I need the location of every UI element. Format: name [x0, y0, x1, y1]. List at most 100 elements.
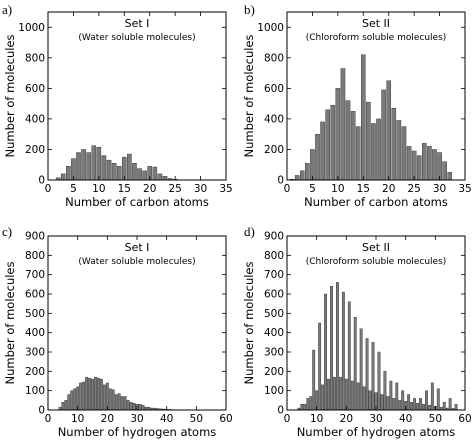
histogram-bar	[153, 167, 157, 180]
histogram-bar	[432, 149, 436, 180]
histogram-bar	[346, 101, 350, 180]
x-tick-label: 20	[340, 413, 353, 425]
set-subtitle: (Water soluble molecules)	[78, 33, 195, 43]
x-tick-label: 15	[118, 183, 131, 195]
histogram-bar	[407, 395, 409, 410]
histogram-bar	[82, 382, 84, 410]
histogram-bar	[336, 282, 338, 410]
y-tick-label: 1000	[257, 22, 284, 34]
y-tick-label: 700	[264, 269, 284, 281]
histogram-bar	[326, 110, 330, 180]
histogram-bar	[351, 381, 353, 410]
histogram-bar	[384, 371, 386, 410]
set-title: Set I	[125, 17, 150, 30]
histogram-bar	[127, 400, 129, 410]
y-tick-label: 800	[264, 250, 284, 262]
y-axis-label: Number of molecules	[242, 262, 256, 385]
histogram-bar	[448, 172, 452, 180]
y-tick-label: 1000	[18, 22, 45, 34]
histogram-bar	[65, 400, 67, 410]
histogram-bar	[102, 156, 106, 180]
histogram-bar	[361, 55, 365, 180]
histogram-bar	[378, 352, 380, 410]
set-title: Set II	[362, 241, 390, 254]
histogram-bar	[143, 171, 147, 180]
x-tick-label: 5	[309, 183, 316, 195]
y-tick-label: 800	[25, 250, 45, 262]
histogram-bar	[327, 379, 329, 410]
x-axis-label: Number of hydrogen atoms	[58, 425, 217, 439]
histogram-bar	[62, 402, 64, 410]
x-tick-label: 30	[194, 183, 207, 195]
y-tick-label: 200	[25, 366, 45, 378]
x-tick-label: 50	[190, 413, 203, 425]
histogram-bar	[449, 398, 451, 410]
histogram-bar	[402, 127, 406, 180]
set-title: Set I	[125, 241, 150, 254]
histogram-bar	[97, 147, 101, 180]
histogram-bar	[354, 317, 356, 410]
y-tick-label: 400	[264, 113, 284, 125]
histogram-bar	[437, 153, 441, 180]
histogram-bar	[348, 302, 350, 410]
y-tick-label: 200	[264, 366, 284, 378]
y-axis-label: Number of molecules	[3, 35, 17, 158]
histogram-bar	[132, 163, 136, 180]
y-tick-label: 800	[25, 52, 45, 64]
y-tick-label: 100	[264, 385, 284, 397]
x-tick-label: 0	[45, 413, 52, 425]
histogram-bar	[68, 395, 70, 410]
x-tick-label: 10	[92, 183, 105, 195]
histogram-bar	[412, 151, 416, 180]
x-tick-label: 30	[130, 413, 143, 425]
histogram-bar	[357, 383, 359, 410]
histogram-bar	[92, 146, 96, 180]
histogram-bar	[133, 403, 135, 410]
histogram-bar	[310, 396, 312, 410]
histogram-bar	[315, 134, 319, 180]
x-tick-label: 35	[458, 183, 471, 195]
set-title: Set II	[362, 17, 390, 30]
histogram-bar	[82, 149, 86, 180]
panel-label: b)	[244, 2, 255, 17]
y-tick-label: 400	[264, 327, 284, 339]
histogram-bar	[366, 338, 368, 410]
histogram-bar	[387, 396, 389, 410]
panel-label: c)	[2, 224, 12, 239]
histogram-bar	[124, 396, 126, 410]
histogram-bar	[318, 323, 320, 410]
x-tick-label: 0	[284, 183, 291, 195]
histogram-bar	[356, 127, 360, 180]
set-subtitle: (Water soluble molecules)	[78, 257, 195, 267]
x-tick-label: 50	[429, 413, 442, 425]
x-tick-label: 10	[331, 183, 344, 195]
y-tick-label: 600	[25, 83, 45, 95]
histogram-bar	[304, 404, 306, 410]
x-tick-label: 20	[143, 183, 156, 195]
panel-label: a)	[2, 2, 12, 17]
y-tick-label: 900	[25, 231, 45, 243]
x-tick-label: 25	[407, 183, 420, 195]
histogram-bar	[117, 166, 121, 180]
histogram-bar	[399, 400, 401, 410]
histogram-bar	[425, 391, 427, 410]
histogram-bar	[61, 174, 65, 180]
histogram-bar	[100, 379, 102, 410]
histogram-bar	[428, 405, 430, 410]
histogram-bar	[401, 391, 403, 410]
histogram-bar	[330, 286, 332, 410]
y-tick-label: 100	[25, 385, 45, 397]
histogram-bar	[431, 383, 433, 410]
histogram-bar	[410, 402, 412, 410]
histogram-bar	[91, 379, 93, 410]
x-tick-label: 40	[160, 413, 173, 425]
y-tick-label: 300	[25, 347, 45, 359]
y-tick-label: 500	[25, 308, 45, 320]
histogram-bar	[321, 122, 325, 180]
histogram-bar	[427, 146, 431, 180]
histogram-bar	[97, 378, 99, 410]
